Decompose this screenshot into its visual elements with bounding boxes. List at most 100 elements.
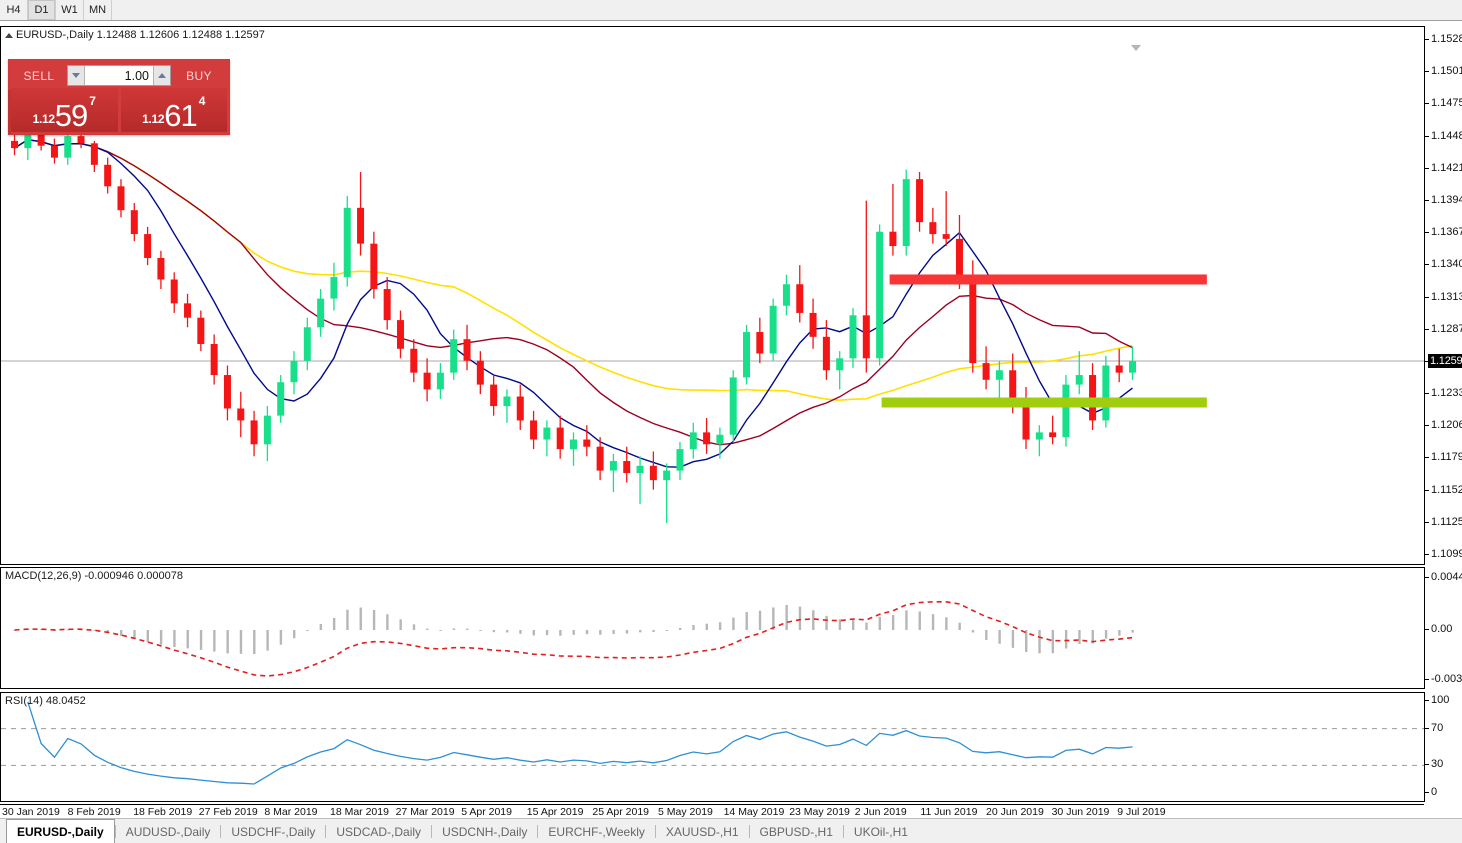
price-tick bbox=[1425, 393, 1429, 395]
price-tick bbox=[1425, 296, 1429, 298]
price-tick bbox=[1425, 521, 1429, 523]
tab-separator bbox=[114, 825, 116, 838]
price-tick-label: 1.14210 bbox=[1431, 161, 1462, 174]
price-tick-label: 1.14750 bbox=[1431, 97, 1462, 110]
timeframe-toolbar: H4 D1 W1 MN bbox=[0, 0, 1462, 21]
symbol-tab-usdchf--daily[interactable]: USDCHF-,Daily bbox=[231, 825, 316, 839]
tab-separator bbox=[220, 825, 222, 838]
date-tick-label: 20 Jun 2019 bbox=[986, 806, 1044, 818]
symbol-tab-gbpusd--h1[interactable]: GBPUSD-,H1 bbox=[759, 825, 833, 839]
price-tick bbox=[1425, 489, 1429, 491]
tab-separator bbox=[654, 825, 656, 838]
volume-stepper[interactable]: 1.00 bbox=[67, 65, 171, 86]
price-tick bbox=[1425, 360, 1429, 362]
macd-scale[interactable]: 0.004465 0.00 -0.003715 bbox=[1424, 567, 1462, 689]
price-tick bbox=[1425, 199, 1429, 201]
price-tick-label: 1.11525 bbox=[1431, 483, 1462, 496]
volume-value[interactable]: 1.00 bbox=[124, 68, 149, 83]
chart-scroll-marker-icon bbox=[1131, 45, 1141, 51]
date-tick-label: 11 Jun 2019 bbox=[920, 806, 978, 818]
caret-down-icon bbox=[72, 73, 80, 78]
tab-separator bbox=[537, 825, 539, 838]
date-tick-label: 18 Feb 2019 bbox=[133, 806, 193, 818]
date-tick-label: 2 Jun 2019 bbox=[854, 806, 907, 818]
timeframe-mn[interactable]: MN bbox=[84, 0, 112, 20]
tab-separator bbox=[325, 825, 327, 838]
price-tick-label: 1.11795 bbox=[1431, 451, 1462, 464]
timeframe-d1-label: D1 bbox=[34, 4, 49, 16]
macd-canvas bbox=[13, 601, 1134, 677]
price-tick-label: 1.12870 bbox=[1431, 322, 1462, 335]
price-tick bbox=[1425, 425, 1429, 427]
triangle-up-icon[interactable] bbox=[5, 32, 13, 38]
buy-label: BUY bbox=[186, 68, 212, 83]
macd-tick-label: 0.004465 bbox=[1431, 571, 1462, 583]
current-price-label: 1.12597 bbox=[1428, 353, 1462, 368]
timeframe-w1[interactable]: W1 bbox=[56, 0, 84, 20]
date-tick-label: 9 Jul 2019 bbox=[1117, 806, 1166, 818]
price-scale[interactable]: 1.15285 1.15015 1.14750 1.14480 1.14210 1.139… bbox=[1424, 26, 1462, 565]
rsi-tick-label: 0 bbox=[1431, 786, 1438, 798]
date-tick-label: 30 Jan 2019 bbox=[2, 806, 60, 818]
symbol-tab-ukoil--h1[interactable]: UKOil-,H1 bbox=[853, 825, 908, 839]
price-tick bbox=[1425, 328, 1429, 330]
date-tick-label: 5 Apr 2019 bbox=[461, 806, 512, 818]
symbol-tab-usdcad--daily[interactable]: USDCAD-,Daily bbox=[336, 825, 422, 839]
buy-price-prefix: 1.12 bbox=[142, 112, 165, 126]
symbol-tab-usdcnh--daily[interactable]: USDCNH-,Daily bbox=[442, 825, 528, 839]
sell-label: SELL bbox=[23, 68, 55, 83]
timeframe-d1[interactable]: D1 bbox=[28, 0, 56, 20]
quote-buttons: 1.12 59 7 1.12 61 4 bbox=[9, 88, 229, 134]
date-tick-label: 23 May 2019 bbox=[789, 806, 850, 818]
price-tick-label: 1.14480 bbox=[1431, 129, 1462, 142]
price-tick bbox=[1425, 103, 1429, 105]
macd-tick bbox=[1425, 679, 1429, 680]
macd-pane[interactable]: MACD(12,26,9) -0.000946 0.000078 bbox=[0, 567, 1424, 689]
rsi-pane[interactable]: RSI(14) 48.0452 bbox=[0, 692, 1424, 802]
date-axis[interactable]: 30 Jan 2019 8 Feb 2019 18 Feb 2019 27 Feb 2… bbox=[0, 804, 1424, 820]
volume-decrease-button[interactable] bbox=[68, 66, 85, 85]
price-chart-canvas bbox=[1, 119, 1424, 524]
price-tick bbox=[1425, 167, 1429, 169]
macd-tick-label: 0.00 bbox=[1431, 623, 1453, 635]
panel-drag-handle[interactable] bbox=[8, 90, 11, 134]
price-tick-label: 1.11255 bbox=[1431, 515, 1462, 528]
timeframe-w1-label: W1 bbox=[61, 4, 78, 16]
one-click-trading-panel[interactable]: SELL 1.00 BUY 1.12 59 7 1.12 61 4 bbox=[8, 59, 230, 135]
rsi-tick-label: 30 bbox=[1431, 758, 1444, 771]
price-tick bbox=[1425, 135, 1429, 137]
buy-price-big: 61 bbox=[164, 98, 197, 133]
price-tick-label: 1.13675 bbox=[1431, 226, 1462, 239]
symbol-tab-eurchf--weekly[interactable]: EURCHF-,Weekly bbox=[548, 825, 645, 839]
date-tick-label: 18 Mar 2019 bbox=[330, 806, 389, 818]
rsi-tick bbox=[1425, 764, 1429, 766]
sell-button[interactable]: 1.12 59 7 bbox=[11, 88, 118, 132]
symbol-tab-xauusd--h1[interactable]: XAUUSD-,H1 bbox=[665, 825, 739, 839]
date-tick-label: 14 May 2019 bbox=[723, 806, 785, 818]
chart-symbol-header: EURUSD-,Daily 1.12488 1.12606 1.12488 1.… bbox=[5, 29, 265, 41]
price-tick-label: 1.13945 bbox=[1431, 193, 1462, 206]
symbol-tab-eurusd--daily[interactable]: EURUSD-,Daily bbox=[6, 819, 115, 843]
volume-increase-button[interactable] bbox=[153, 66, 170, 85]
price-tick bbox=[1425, 232, 1429, 234]
macd-tick bbox=[1425, 629, 1429, 630]
rsi-label: RSI(14) 48.0452 bbox=[5, 695, 86, 707]
rsi-scale[interactable]: 100 70 30 0 bbox=[1424, 692, 1462, 802]
buy-button[interactable]: 1.12 61 4 bbox=[120, 88, 227, 133]
date-tick-label: 27 Mar 2019 bbox=[395, 806, 455, 818]
rsi-canvas bbox=[1, 701, 1424, 785]
price-tick bbox=[1425, 264, 1429, 266]
rsi-tick-label: 100 bbox=[1431, 694, 1450, 706]
price-tick bbox=[1425, 71, 1429, 73]
macd-label: MACD(12,26,9) -0.000946 0.000078 bbox=[5, 570, 183, 582]
price-pane[interactable]: EURUSD-,Daily 1.12488 1.12606 1.12488 1.… bbox=[0, 26, 1424, 565]
sell-price-fraction: 7 bbox=[89, 94, 96, 108]
rsi-tick bbox=[1425, 792, 1429, 793]
symbol-tab-audusd--daily[interactable]: AUDUSD-,Daily bbox=[125, 825, 211, 839]
timeframe-h4-label: H4 bbox=[6, 4, 21, 16]
date-tick-label: 8 Feb 2019 bbox=[67, 806, 121, 818]
sell-price-prefix: 1.12 bbox=[32, 112, 55, 126]
timeframe-h4[interactable]: H4 bbox=[0, 0, 28, 20]
